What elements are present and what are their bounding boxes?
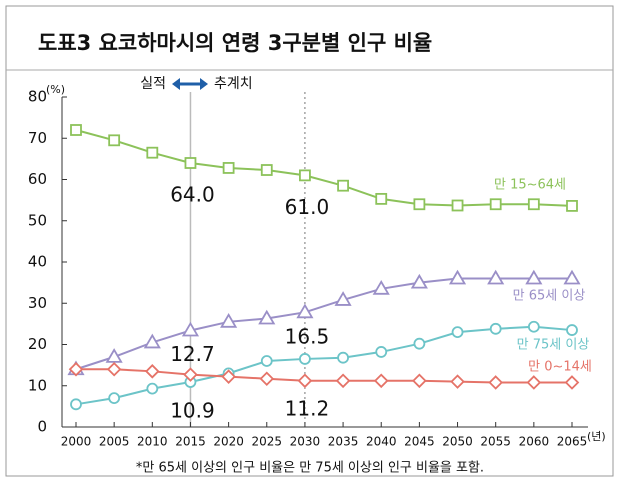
x-tick-label: 2030 xyxy=(290,435,321,449)
y-unit: (%) xyxy=(46,83,65,96)
y-tick-label: 40 xyxy=(28,253,47,271)
point xyxy=(488,375,503,390)
point xyxy=(146,382,159,395)
point xyxy=(525,269,543,285)
y-tick-label: 70 xyxy=(28,129,47,147)
point xyxy=(106,361,122,377)
point xyxy=(296,303,314,319)
point xyxy=(70,124,82,136)
chart-title: 도표3 요코하마시의 연령 3구분별 인구 비율 xyxy=(38,31,432,55)
value-label: 61.0 xyxy=(285,195,330,219)
x-tick-label: 2050 xyxy=(442,435,473,449)
x-tick-label: 2010 xyxy=(137,435,168,449)
point xyxy=(337,351,349,364)
forecast-label: 추계치 xyxy=(214,76,253,92)
point xyxy=(105,348,123,363)
x-tick-label: 2005 xyxy=(99,435,130,449)
legend-label: 만 75세 이상 xyxy=(517,338,590,353)
point xyxy=(145,364,160,379)
frame xyxy=(5,5,614,477)
value-label: 11.2 xyxy=(285,396,330,420)
legend-label: 만 15~64세 xyxy=(494,178,566,193)
x-tick-label: 2035 xyxy=(328,435,359,449)
point xyxy=(68,361,84,377)
point xyxy=(566,199,578,212)
point xyxy=(334,291,352,306)
y-tick-label: 10 xyxy=(28,376,47,394)
point xyxy=(220,313,238,328)
point xyxy=(564,375,580,390)
point xyxy=(181,321,200,337)
point xyxy=(489,322,502,335)
y-tick-label: 80 xyxy=(28,88,47,106)
point xyxy=(566,324,578,336)
point xyxy=(526,375,542,390)
series-line xyxy=(75,277,572,371)
point xyxy=(413,337,426,350)
point xyxy=(184,157,197,169)
x-tick-label: 2055 xyxy=(480,435,511,449)
point xyxy=(221,369,236,384)
value-label: 10.9 xyxy=(170,399,215,423)
point xyxy=(410,273,428,289)
point xyxy=(222,162,235,174)
point xyxy=(451,199,464,212)
point xyxy=(297,373,313,389)
point xyxy=(527,320,540,333)
point xyxy=(299,169,311,182)
point xyxy=(108,392,121,405)
x-tick-label: 2020 xyxy=(213,435,244,449)
value-label: 64.0 xyxy=(170,183,215,207)
point xyxy=(258,309,276,325)
point xyxy=(335,373,351,389)
point xyxy=(143,333,161,349)
point xyxy=(487,269,505,285)
point xyxy=(183,367,198,382)
point xyxy=(337,179,349,192)
y-tick-label: 0 xyxy=(37,418,47,436)
y-tick-label: 50 xyxy=(28,211,47,229)
y-tick-label: 30 xyxy=(28,294,47,312)
series-line xyxy=(75,325,573,406)
point xyxy=(448,269,467,285)
legend-label: 만 65세 이상 xyxy=(513,289,586,304)
value-label: 12.7 xyxy=(170,342,215,366)
x-tick-label: 2015 xyxy=(175,435,206,449)
point xyxy=(451,326,464,339)
actual-label: 실적 xyxy=(140,76,166,92)
point xyxy=(412,373,427,389)
y-tick-label: 20 xyxy=(28,335,47,353)
point xyxy=(375,346,388,358)
point xyxy=(146,146,159,159)
point xyxy=(489,198,502,211)
point xyxy=(260,355,273,367)
divider-arrow xyxy=(172,78,208,90)
x-tick-label: 2025 xyxy=(251,435,282,449)
legend-label: 만 0~14세 xyxy=(528,360,592,375)
point xyxy=(373,373,389,389)
x-tick-label: 2000 xyxy=(61,435,92,449)
point xyxy=(299,353,311,365)
value-label: 16.5 xyxy=(285,324,330,348)
point xyxy=(108,134,121,147)
x-tick-label: 2045 xyxy=(404,435,435,449)
footnote: *만 65세 이상의 인구 비율은 만 75세 이상의 인구 비율을 포함. xyxy=(136,461,484,476)
point xyxy=(260,164,273,176)
x-tick-label: 2060 xyxy=(519,435,550,449)
point xyxy=(372,280,390,295)
x-unit: (년) xyxy=(587,430,606,443)
point xyxy=(375,192,388,205)
x-tick-label: 2065 xyxy=(557,435,588,449)
point xyxy=(70,398,82,411)
point xyxy=(413,198,426,211)
series-line xyxy=(75,129,573,207)
point xyxy=(563,269,581,285)
x-tick-label: 2040 xyxy=(366,435,397,449)
point xyxy=(259,371,275,387)
y-tick-label: 60 xyxy=(28,170,47,188)
point xyxy=(450,374,465,389)
point xyxy=(527,198,540,211)
